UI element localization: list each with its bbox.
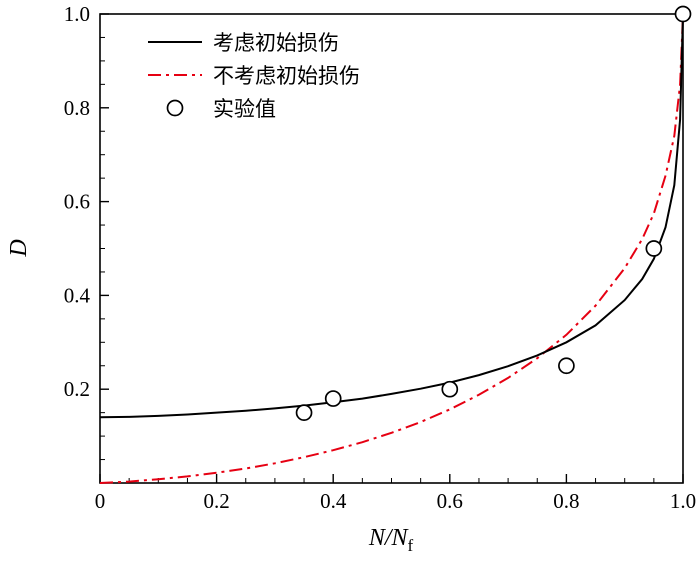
x-tick-label: 0.2 bbox=[203, 489, 229, 513]
experimental-point bbox=[674, 5, 692, 23]
legend-item: 考虑初始损伤 bbox=[148, 31, 339, 55]
legend-circle-swatch bbox=[166, 99, 184, 117]
x-tick-label: 0.8 bbox=[553, 489, 579, 513]
experimental-point bbox=[295, 404, 313, 421]
y-tick-label: 1.0 bbox=[64, 2, 90, 26]
legend-item-label: 考虑初始损伤 bbox=[213, 31, 339, 55]
legend-item: 实验值 bbox=[166, 97, 276, 121]
y-tick-label: 0.2 bbox=[64, 377, 90, 401]
x-tick-label: 0.6 bbox=[437, 489, 463, 513]
minor-ticks bbox=[100, 36, 655, 483]
experimental-points bbox=[295, 5, 692, 421]
y-axis-label: D bbox=[6, 239, 32, 257]
experimental-point bbox=[441, 380, 459, 398]
legend-item-label: 不考虑初始损伤 bbox=[213, 64, 360, 88]
plot-frame bbox=[99, 13, 684, 484]
y-tick-label: 0.4 bbox=[64, 283, 91, 307]
legend-item: 不考虑初始损伤 bbox=[148, 64, 360, 88]
y-tick-label: 0.6 bbox=[64, 190, 90, 214]
curve-without-initial-damage bbox=[99, 13, 684, 484]
y-tick-label: 0.8 bbox=[64, 96, 90, 120]
x-axis-label: N/Nf bbox=[368, 525, 414, 555]
legend-item-label: 实验值 bbox=[213, 97, 276, 121]
experimental-point bbox=[324, 390, 342, 407]
x-axis: 0 0.2 0.4 0.6 0.8 1.0 bbox=[95, 474, 696, 513]
x-tick-label: 0 bbox=[95, 489, 106, 513]
experimental-point bbox=[645, 240, 663, 257]
experimental-point bbox=[558, 357, 575, 375]
y-axis: 0.2 0.4 0.6 0.8 1.0 bbox=[64, 2, 109, 401]
x-tick-label: 1.0 bbox=[670, 489, 696, 513]
curve-with-initial-damage bbox=[99, 13, 684, 419]
x-tick-label: 0.4 bbox=[320, 489, 347, 513]
